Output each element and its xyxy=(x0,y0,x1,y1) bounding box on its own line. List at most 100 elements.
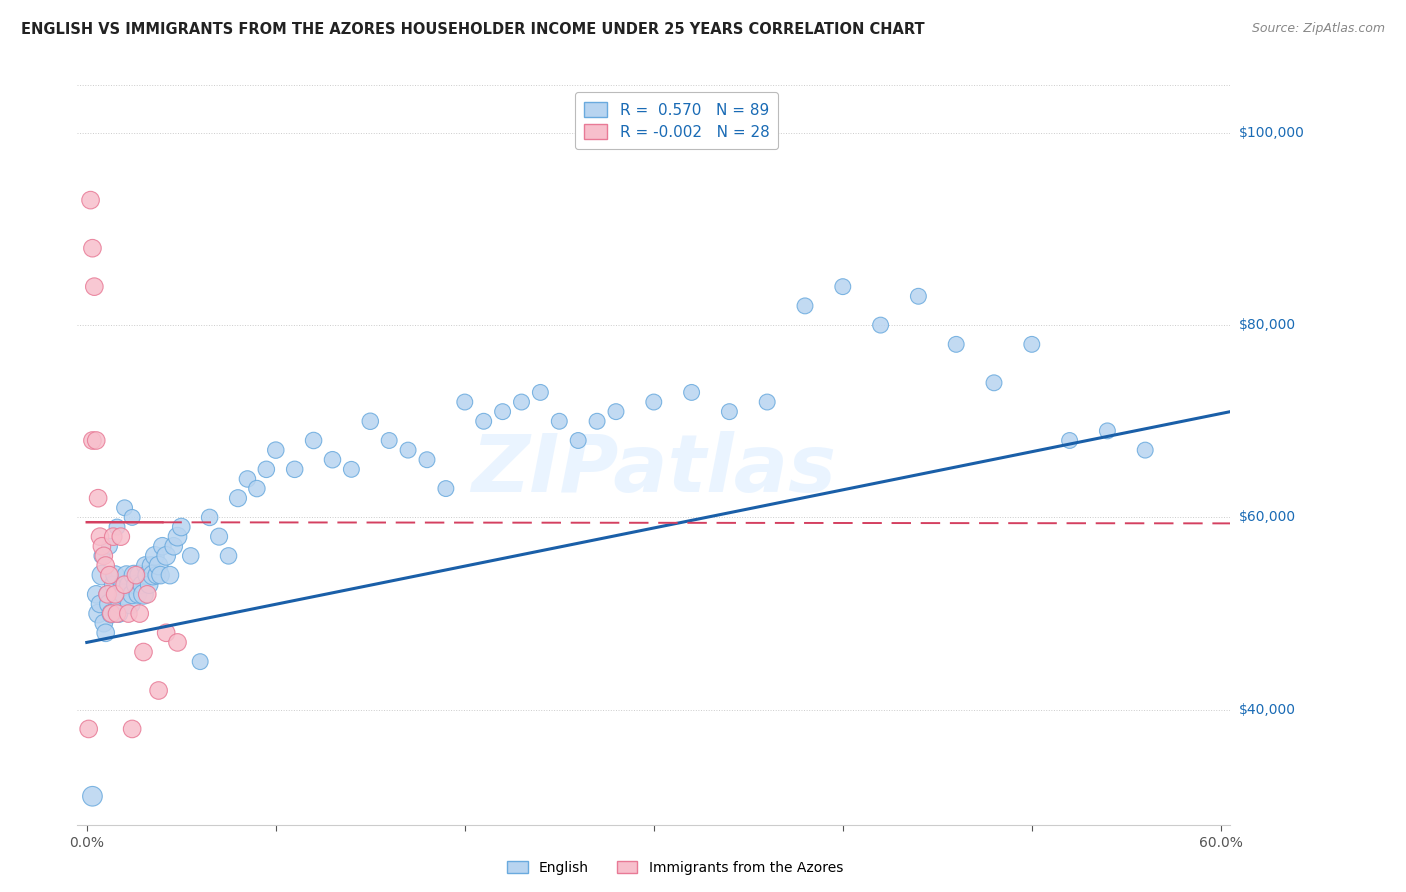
Point xyxy=(150,539,173,553)
Point xyxy=(132,587,155,601)
Point xyxy=(132,645,155,659)
Legend: English, Immigrants from the Azores: English, Immigrants from the Azores xyxy=(502,855,848,880)
Point xyxy=(180,549,202,563)
Point xyxy=(149,568,172,582)
Text: ENGLISH VS IMMIGRANTS FROM THE AZORES HOUSEHOLDER INCOME UNDER 25 YEARS CORRELAT: ENGLISH VS IMMIGRANTS FROM THE AZORES HO… xyxy=(21,22,925,37)
Point xyxy=(104,587,127,601)
Point xyxy=(90,539,112,553)
Point xyxy=(434,482,457,496)
Point xyxy=(84,434,107,448)
Point xyxy=(340,462,363,476)
Point xyxy=(359,414,381,428)
Point xyxy=(155,625,177,640)
Point xyxy=(79,193,101,207)
Point xyxy=(166,635,188,649)
Point xyxy=(125,578,148,592)
Point xyxy=(97,587,120,601)
Point xyxy=(681,385,703,400)
Point xyxy=(108,607,131,621)
Legend: R =  0.570   N = 89, R = -0.002   N = 28: R = 0.570 N = 89, R = -0.002 N = 28 xyxy=(575,93,779,149)
Point xyxy=(127,587,149,601)
Point xyxy=(869,318,891,332)
Point xyxy=(82,789,104,804)
Point xyxy=(491,404,513,418)
Text: ZIPatlas: ZIPatlas xyxy=(471,431,837,508)
Point xyxy=(98,539,121,553)
Point xyxy=(111,578,134,592)
Point xyxy=(1059,434,1081,448)
Point xyxy=(218,549,240,563)
Point xyxy=(148,558,170,573)
Point xyxy=(148,683,170,698)
Point xyxy=(90,568,112,582)
Point xyxy=(94,625,117,640)
Point xyxy=(139,558,162,573)
Point xyxy=(831,279,853,293)
Point xyxy=(114,578,136,592)
Point xyxy=(264,443,287,458)
Point xyxy=(302,434,325,448)
Text: $100,000: $100,000 xyxy=(1239,126,1305,140)
Point xyxy=(105,607,128,621)
Point xyxy=(510,395,533,409)
Point xyxy=(188,655,211,669)
Point xyxy=(254,462,277,476)
Point xyxy=(226,491,249,506)
Point xyxy=(77,722,100,736)
Point xyxy=(454,395,477,409)
Point xyxy=(246,482,269,496)
Point xyxy=(907,289,929,303)
Point xyxy=(136,587,159,601)
Point xyxy=(983,376,1005,390)
Point xyxy=(117,578,139,592)
Point xyxy=(125,568,148,582)
Point xyxy=(321,452,343,467)
Point xyxy=(128,568,150,582)
Point xyxy=(605,404,627,418)
Point xyxy=(548,414,571,428)
Point xyxy=(142,568,165,582)
Point xyxy=(131,578,153,592)
Point xyxy=(170,520,193,534)
Point xyxy=(128,607,150,621)
Point xyxy=(208,530,231,544)
Point xyxy=(529,385,551,400)
Point xyxy=(110,597,132,611)
Point xyxy=(396,443,419,458)
Point xyxy=(945,337,967,351)
Point xyxy=(1135,443,1157,458)
Point xyxy=(103,530,125,544)
Point xyxy=(586,414,609,428)
Point xyxy=(166,530,188,544)
Point xyxy=(98,597,121,611)
Point xyxy=(756,395,779,409)
Point xyxy=(114,587,136,601)
Point xyxy=(378,434,401,448)
Point xyxy=(136,568,159,582)
Point xyxy=(100,607,122,621)
Point xyxy=(138,578,160,592)
Point xyxy=(104,568,127,582)
Point xyxy=(643,395,665,409)
Text: $80,000: $80,000 xyxy=(1239,318,1296,332)
Point xyxy=(110,530,132,544)
Point xyxy=(93,549,115,563)
Point xyxy=(84,587,107,601)
Point xyxy=(82,434,104,448)
Point xyxy=(97,587,120,601)
Point xyxy=(143,549,166,563)
Point xyxy=(159,568,181,582)
Point xyxy=(120,597,142,611)
Text: $40,000: $40,000 xyxy=(1239,703,1295,716)
Point xyxy=(1021,337,1043,351)
Point xyxy=(794,299,817,313)
Point xyxy=(87,607,110,621)
Point xyxy=(83,279,105,293)
Point xyxy=(89,530,111,544)
Point xyxy=(94,558,117,573)
Point xyxy=(89,597,111,611)
Point xyxy=(472,414,495,428)
Point xyxy=(90,549,112,563)
Point xyxy=(121,587,143,601)
Point xyxy=(1097,424,1119,438)
